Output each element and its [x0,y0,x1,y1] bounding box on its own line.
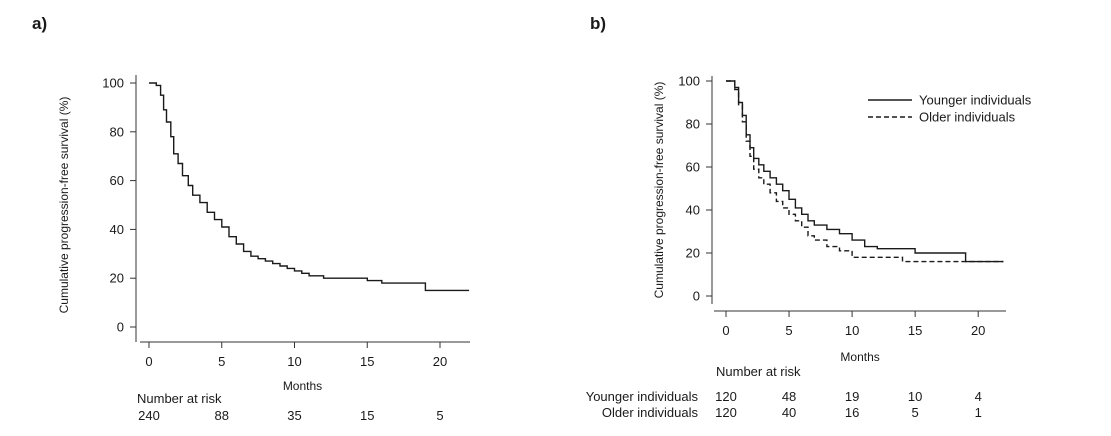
chart-a: 0 20 40 60 80 100 0 5 10 15 20 Cumulative progressi… [57,75,470,423]
x-tick-label: 0 [722,323,729,338]
risk-value: 4 [975,389,982,404]
x-axis-title: Months [283,379,322,393]
risk-row-label: Younger individuals [586,389,699,404]
y-axis-title: Cumulative progression-free survival (%) [652,82,666,299]
y-tick-label: 60 [686,160,700,175]
y-tick-label: 0 [693,289,700,304]
x-tick-label: 15 [360,354,374,369]
risk-value: 240 [138,408,160,423]
risk-table-title: Number at risk [137,391,222,406]
x-tick-label: 5 [218,354,225,369]
x-tick-label: 15 [908,323,922,338]
risk-value: 40 [782,405,796,420]
y-tick-label: 40 [110,222,124,237]
y-tick-label: 80 [110,124,124,139]
panel-a-label: a) [32,14,48,33]
series-line-dashed [726,80,1004,263]
risk-value: 1 [975,405,982,420]
risk-value: 19 [845,389,859,404]
risk-value: 16 [845,405,859,420]
y-tick-label: 100 [102,76,124,91]
x-tick-label: 20 [433,354,447,369]
legend-label: Younger individuals [919,93,1032,108]
x-tick-label: 5 [785,323,792,338]
risk-value: 35 [287,408,301,423]
risk-value: 88 [215,408,229,423]
risk-value: 5 [912,405,919,420]
y-tick-label: 20 [686,246,700,261]
y-tick-label: 0 [117,320,124,335]
risk-value: 15 [360,408,374,423]
y-tick-label: 100 [678,74,700,89]
risk-value: 5 [436,408,443,423]
x-tick-label: 10 [845,323,859,338]
x-axis-title: Months [840,350,879,364]
series-line-solid [149,82,470,292]
y-tick-label: 60 [110,173,124,188]
legend-label: Older individuals [919,110,1016,125]
risk-table-title: Number at risk [716,364,801,379]
x-tick-label: 10 [287,354,301,369]
y-axis-title: Cumulative progression-free survival (%) [57,97,71,314]
risk-value: 120 [715,405,737,420]
risk-value: 48 [782,389,796,404]
panel-b-label: b) [590,14,607,33]
y-tick-label: 40 [686,203,700,218]
risk-row-label: Older individuals [602,405,699,420]
risk-value: 120 [715,389,737,404]
x-tick-label: 20 [971,323,985,338]
risk-value: 10 [908,389,922,404]
y-tick-label: 80 [686,117,700,132]
series-line-solid [726,80,1004,263]
y-tick-label: 20 [110,271,124,286]
x-tick-label: 0 [145,354,152,369]
